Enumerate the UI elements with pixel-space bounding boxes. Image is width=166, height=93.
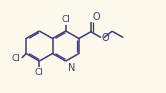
Text: O: O [102, 33, 110, 43]
Text: Cl: Cl [61, 15, 70, 24]
Text: N: N [68, 63, 76, 73]
Text: Cl: Cl [11, 54, 20, 63]
Text: O: O [92, 12, 100, 22]
Text: Cl: Cl [35, 68, 44, 77]
